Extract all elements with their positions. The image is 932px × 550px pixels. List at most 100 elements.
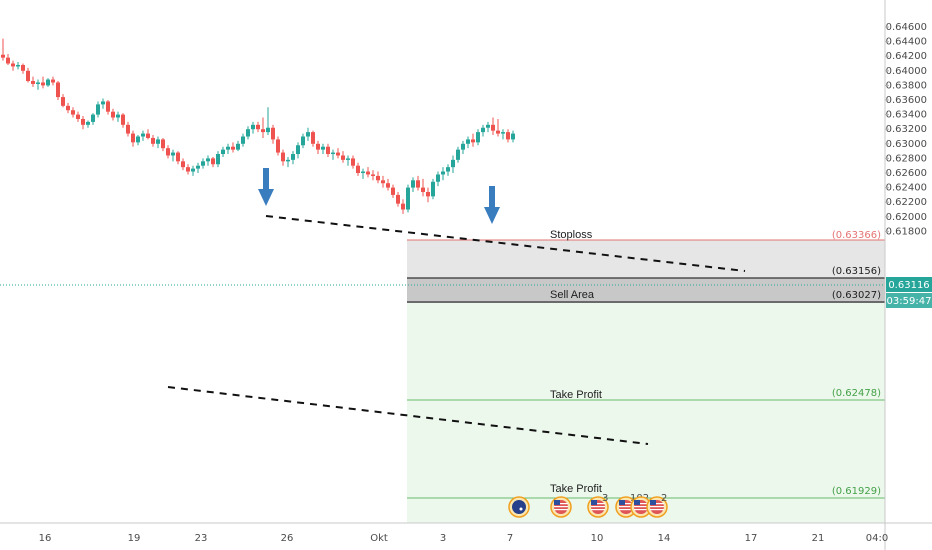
candle[interactable] (201, 158, 205, 169)
candle[interactable] (381, 175, 385, 188)
candle[interactable] (461, 140, 465, 155)
candle[interactable] (346, 155, 350, 166)
candle[interactable] (371, 170, 375, 181)
candle[interactable] (301, 133, 305, 149)
candle[interactable] (426, 187, 430, 203)
candle[interactable] (126, 121, 130, 137)
candle[interactable] (491, 117, 495, 136)
candle[interactable] (16, 62, 20, 70)
candle[interactable] (111, 108, 115, 121)
candle[interactable] (431, 178, 435, 200)
candle[interactable] (231, 142, 235, 153)
candle[interactable] (321, 143, 325, 155)
candle[interactable] (291, 151, 295, 165)
candle[interactable] (361, 168, 365, 179)
x-axis[interactable]: 16 19 23 26 Okt 3 7 10 14 17 21 04:0 (39, 533, 889, 544)
candle[interactable] (241, 133, 245, 147)
y-axis[interactable]: 0.64600 0.64400 0.64200 0.64000 0.63800 0.636… (885, 22, 927, 237)
candle[interactable] (106, 100, 110, 115)
candle[interactable] (251, 121, 255, 134)
candle[interactable] (481, 124, 485, 137)
candle[interactable] (156, 136, 160, 149)
candle[interactable] (96, 101, 100, 118)
candle[interactable] (186, 164, 190, 175)
candle[interactable] (196, 162, 200, 173)
candle[interactable] (376, 171, 380, 184)
candle[interactable] (506, 129, 510, 143)
candle[interactable] (421, 178, 425, 197)
candle[interactable] (416, 175, 420, 191)
candle[interactable] (316, 140, 320, 155)
candle[interactable] (356, 162, 360, 176)
candle[interactable] (466, 136, 470, 149)
candle[interactable] (236, 140, 240, 152)
candle[interactable] (276, 136, 280, 156)
candle[interactable] (181, 158, 185, 171)
candle[interactable] (101, 98, 105, 109)
candle[interactable] (331, 149, 335, 160)
candle[interactable] (496, 118, 500, 137)
candle[interactable] (436, 171, 440, 187)
candle[interactable] (66, 102, 70, 114)
candle[interactable] (281, 149, 285, 166)
candle[interactable] (486, 121, 490, 133)
candle[interactable] (176, 151, 180, 165)
candle[interactable] (31, 76, 35, 87)
candle[interactable] (21, 63, 25, 74)
event-badge-us-flag-icon[interactable]: 2 (646, 493, 668, 518)
candle[interactable] (171, 149, 175, 162)
candle[interactable] (136, 135, 140, 146)
candle[interactable] (76, 111, 80, 122)
candle[interactable] (36, 79, 40, 90)
candle[interactable] (1, 38, 5, 61)
candle[interactable] (6, 54, 10, 65)
candle[interactable] (151, 135, 155, 147)
candle[interactable] (146, 129, 150, 140)
candle[interactable] (441, 167, 445, 181)
candle[interactable] (311, 130, 315, 147)
lower-trendline[interactable] (167, 386, 649, 445)
candle[interactable] (256, 121, 260, 133)
candle[interactable] (366, 167, 370, 178)
candle[interactable] (166, 145, 170, 159)
candle[interactable] (216, 151, 220, 168)
event-badge-us-flag-icon[interactable] (630, 496, 652, 518)
candle[interactable] (71, 107, 75, 118)
candle[interactable] (116, 111, 120, 122)
candle[interactable] (326, 143, 330, 157)
candle[interactable] (161, 137, 165, 152)
candle[interactable] (221, 146, 225, 157)
candle[interactable] (401, 199, 405, 214)
candle[interactable] (336, 148, 340, 159)
candle[interactable] (286, 156, 290, 168)
event-badge-au-flag-icon[interactable] (508, 496, 530, 518)
candle[interactable] (456, 146, 460, 163)
candle[interactable] (391, 184, 395, 198)
candle[interactable] (26, 67, 30, 83)
candle[interactable] (81, 116, 85, 130)
candle[interactable] (386, 178, 390, 191)
event-badge-us-flag-icon[interactable]: 3 (587, 493, 609, 518)
candle[interactable] (51, 76, 55, 86)
candle[interactable] (261, 117, 265, 138)
candle[interactable] (121, 113, 125, 128)
candle[interactable] (296, 142, 300, 159)
candle[interactable] (406, 184, 410, 213)
candle[interactable] (446, 164, 450, 176)
candle[interactable] (246, 126, 250, 140)
candle[interactable] (341, 151, 345, 163)
candle[interactable] (451, 155, 455, 173)
candle[interactable] (131, 130, 135, 147)
event-badge-us-flag-icon[interactable] (550, 496, 572, 518)
candle[interactable] (211, 156, 215, 168)
candle[interactable] (56, 81, 60, 100)
candle[interactable] (226, 143, 230, 155)
candle[interactable] (351, 155, 355, 169)
candle[interactable] (271, 124, 275, 144)
candle[interactable] (206, 155, 210, 166)
candle[interactable] (501, 129, 505, 140)
upper-trendline[interactable] (265, 215, 746, 272)
candle[interactable] (511, 130, 515, 143)
candle[interactable] (266, 107, 270, 136)
candle[interactable] (41, 76, 45, 89)
